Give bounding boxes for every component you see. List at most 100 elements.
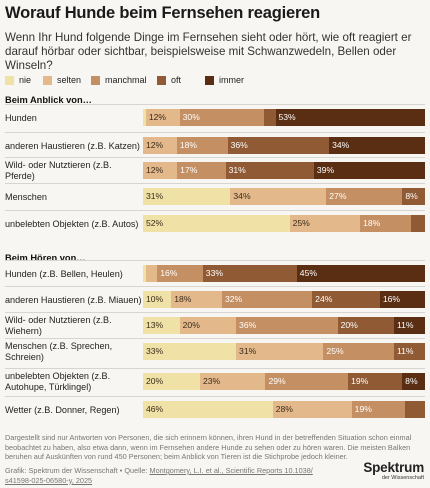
bar-segment-manchmal: 27% — [326, 188, 403, 205]
bar-segment-nie: 52% — [143, 215, 290, 232]
data-label: 34% — [233, 191, 251, 201]
bar-segment-immer: 11% — [393, 317, 425, 334]
row-label: anderen Haustieren (z.B. Katzen) — [5, 140, 140, 151]
bar-segment-selten: 23% — [199, 373, 266, 390]
data-label: 11% — [396, 346, 414, 356]
chart-subtitle: Wenn Ihr Hund folgende Dinge im Fernsehe… — [5, 31, 412, 72]
data-label: 18% — [363, 218, 381, 228]
data-label: 28% — [275, 404, 293, 414]
legend: nie selten manchmal oft immer — [5, 73, 425, 87]
data-label: 36% — [230, 140, 248, 150]
row-separator — [5, 183, 425, 184]
legend-swatch-manchmal — [91, 75, 100, 85]
legend-item-manchmal: manchmal — [91, 73, 147, 87]
data-label: 29% — [268, 376, 286, 386]
legend-item-oft: oft — [157, 73, 181, 87]
bar-segment-oft — [264, 109, 276, 126]
data-label: 20% — [182, 320, 200, 330]
bar-segment-selten: 34% — [230, 188, 327, 205]
row-label: unbelebten Objekten (z.B. Autohupe, Türk… — [5, 371, 111, 392]
legend-label-oft: oft — [171, 75, 182, 85]
legend-swatch-immer — [205, 75, 214, 85]
data-label: 53% — [278, 112, 296, 122]
group-title: Beim Hören von… — [5, 253, 86, 263]
bar-segment-immer: 16% — [379, 291, 425, 308]
bar-segment-immer: 53% — [275, 109, 425, 126]
row-label: Hunden — [5, 112, 37, 123]
row-label: Wild- oder Nutztieren (z.B. Wiehern) — [5, 315, 112, 336]
bar-segment-nie: 10% — [143, 291, 172, 308]
bar-segment-selten — [145, 265, 158, 282]
row-separator — [5, 338, 425, 339]
bar-segment-manchmal: 30% — [179, 109, 265, 126]
row-label: Wetter (z.B. Donner, Regen) — [5, 404, 120, 415]
legend-label-selten: selten — [57, 75, 82, 85]
logo-subtitle: der Wissenschaft — [381, 475, 424, 481]
bar-segment-selten: 20% — [179, 317, 237, 334]
bar-segment-nie: 46% — [143, 401, 273, 418]
bar-segment-selten: 25% — [289, 215, 361, 232]
data-label: 31% — [146, 191, 164, 201]
legend-label-nie: nie — [19, 75, 32, 85]
data-label: 18% — [179, 140, 198, 150]
source-link[interactable]: Montgomery, L.I. et al., Scientific Repo… — [5, 466, 313, 485]
stacked-bar: 31% 34% 27% 8% — [143, 188, 425, 205]
row-separator — [5, 286, 425, 287]
bar-segment-manchmal: 17% — [177, 162, 226, 179]
stacked-bar: 13% 20% 36% 20% 11% — [143, 317, 425, 334]
bar-segment-nie — [143, 265, 146, 282]
bar-segment-immer: 8% — [402, 373, 425, 390]
row-label: Wild- oder Nutztieren (z.B. Pferde) — [5, 160, 112, 181]
bar-segment-oft: 8% — [402, 188, 425, 205]
data-label: 19% — [354, 404, 372, 414]
bar-segment-oft: 33% — [202, 265, 297, 282]
bar-segment-immer: 39% — [313, 162, 425, 179]
bar-segment-selten: 28% — [272, 401, 352, 418]
data-label: 33% — [205, 268, 223, 278]
bar-segment-manchmal: 18% — [360, 215, 411, 232]
data-label: 8% — [405, 376, 418, 386]
stacked-bar: 20% 23% 29% 19% 8% — [143, 373, 425, 390]
data-label: 39% — [316, 165, 335, 175]
bar-segment-nie — [143, 109, 146, 126]
bar-segment-oft: 20% — [337, 317, 394, 334]
row-label: unbelebten Objekten (z.B. Autos) — [5, 218, 139, 229]
row-separator — [5, 312, 425, 313]
legend-item-immer: immer — [205, 73, 244, 87]
spektrum-logo: Spektrum der Wissenschaft — [363, 461, 424, 482]
data-label: 12% — [146, 140, 164, 150]
bar-segment-manchmal: 19% — [351, 401, 406, 418]
data-label: 16% — [382, 294, 401, 304]
row-label: Hunden (z.B. Bellen, Heulen) — [5, 268, 123, 279]
chart-title: Worauf Hunde beim Fernsehen reagieren — [5, 4, 321, 22]
row-label: anderen Haustieren (z.B. Miauen) — [5, 294, 142, 305]
data-label: 10% — [146, 294, 164, 304]
data-label: 36% — [239, 320, 257, 330]
bar-segment-manchmal: 36% — [236, 317, 338, 334]
bar-segment-oft: 24% — [312, 291, 380, 308]
data-label: 19% — [351, 376, 369, 386]
bar-segment-nie: 31% — [143, 188, 231, 205]
bar-segment-manchmal: 16% — [157, 265, 203, 282]
stacked-bar: 33% 31% 25% 11% — [143, 343, 425, 360]
source-line: Grafik: Spektrum der Wissenschaft • Quel… — [5, 466, 335, 485]
data-label: 12% — [148, 112, 167, 122]
bar-segment-oft — [410, 215, 425, 232]
logo-name: Spektrum — [363, 460, 424, 475]
data-label: 13% — [146, 320, 164, 330]
bar-segment-nie: 33% — [143, 343, 237, 360]
stacked-bar: 16% 33% 45% — [143, 265, 425, 282]
bar-segment-oft: 19% — [348, 373, 403, 390]
row-separator — [5, 132, 425, 133]
stacked-bar: 12% 18% 36% 34% — [143, 137, 425, 154]
row-separator — [5, 210, 425, 211]
data-label: 24% — [315, 294, 333, 304]
bar-segment-manchmal: 18% — [176, 137, 228, 154]
legend-item-selten: selten — [43, 73, 81, 87]
bar-segment-oft: 36% — [227, 137, 330, 154]
bar-segment-immer: 34% — [329, 137, 425, 154]
row-separator — [5, 260, 425, 261]
data-label: 45% — [299, 268, 317, 278]
row-label: Menschen — [5, 191, 47, 202]
stacked-bar: 52% 25% 18% — [143, 215, 425, 232]
